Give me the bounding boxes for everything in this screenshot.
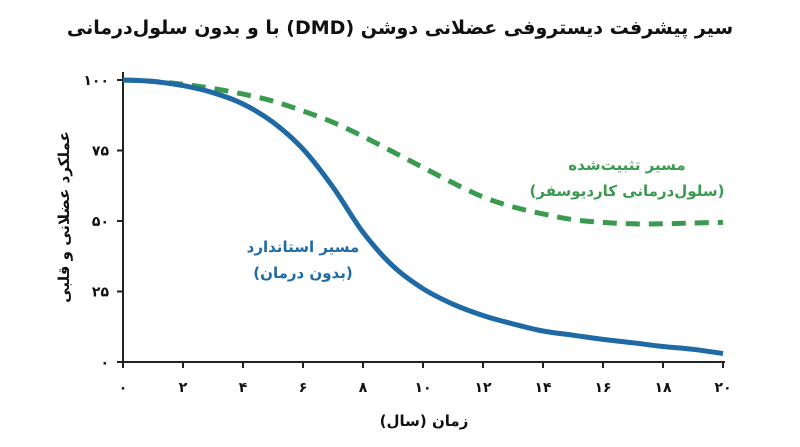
standard-trajectory-label: مسیر استاندارد <box>247 238 360 256</box>
x-tick-label: ۶ <box>299 380 308 396</box>
x-ticks: ۰ ۲ ۴ ۶ ۸ ۱۰ ۱۲ ۱۴ ۱۶ ۱۸ ۲۰ <box>119 362 732 396</box>
x-tick-label: ۴ <box>239 380 248 396</box>
plot-area: ۰ ۲ ۴ ۶ ۸ ۱۰ ۱۲ ۱۴ ۱۶ ۱۸ ۲۰ ۰ ۲۵ ۵۰ ۷۵ ۱۰۰ مسیر استاند… <box>83 72 732 396</box>
x-tick-label: ۲ <box>179 380 188 396</box>
y-tick-label: ۲۵ <box>92 285 110 301</box>
x-axis-label: زمان (سال) <box>380 412 469 430</box>
x-tick-label: ۱۴ <box>534 380 552 396</box>
y-ticks: ۰ ۲۵ ۵۰ ۷۵ ۱۰۰ <box>83 73 123 371</box>
annotation-layer: مسیر استاندارد (بدون درمان) مسیر تثبیت‌شده… <box>247 156 725 282</box>
x-tick-label: ۰ <box>119 380 128 396</box>
x-tick-label: ۱۶ <box>594 380 611 396</box>
y-axis-label: عملکرد عضلانی و قلبی <box>55 131 73 303</box>
stabilized-trajectory-line <box>122 77 724 227</box>
x-tick-label: ۱۰ <box>414 380 431 396</box>
y-tick-label: ۱۰۰ <box>83 73 109 89</box>
y-tick-label: ۰ <box>100 355 109 371</box>
y-tick-label: ۷۵ <box>92 144 110 160</box>
standard-trajectory-label: (بدون درمان) <box>253 264 352 282</box>
x-tick-label: ۲۰ <box>714 380 731 396</box>
stabilized-trajectory-label: مسیر تثبیت‌شده <box>568 156 685 174</box>
x-tick-label: ۸ <box>359 380 368 396</box>
standard-trajectory-line <box>122 77 724 356</box>
chart-title: سیر پیشرفت دیستروفی عضلانی دوشن (DMD) با… <box>67 17 733 39</box>
stabilized-trajectory-label: (سلول‌درمانی کاردیوسفر) <box>530 182 725 200</box>
series-layer <box>122 77 724 356</box>
x-tick-label: ۱۲ <box>474 380 492 396</box>
y-tick-label: ۵۰ <box>92 214 109 230</box>
x-tick-label: ۱۸ <box>654 380 672 396</box>
